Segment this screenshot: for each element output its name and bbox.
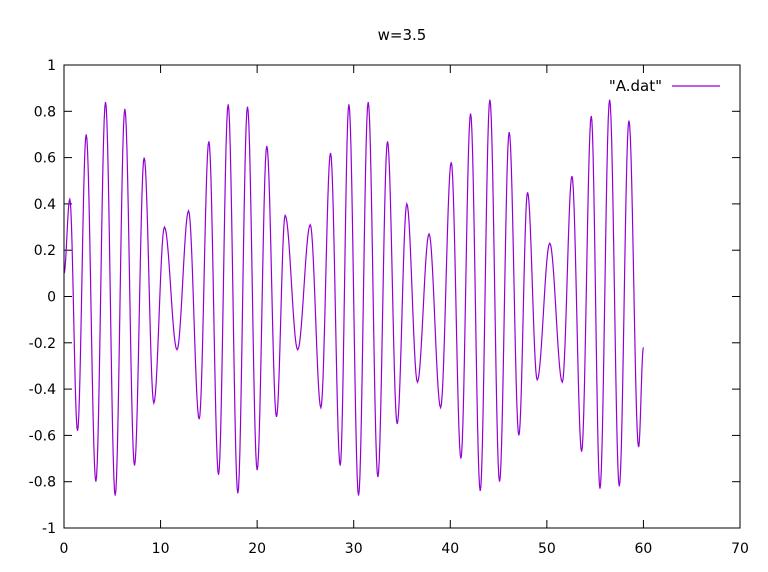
series-line-0 (63, 99, 645, 496)
x-tick-label: 20 (248, 541, 266, 557)
y-tick-label: -0.8 (29, 475, 56, 491)
plot-frame (63, 64, 741, 529)
x-tick-label: 50 (538, 541, 556, 557)
x-tick-label: 60 (635, 541, 653, 557)
x-tick-label: 40 (441, 541, 459, 557)
x-tick-label: 0 (60, 541, 69, 557)
y-tick-label: 0.8 (34, 104, 56, 120)
y-tick-label: 0.2 (34, 243, 56, 259)
y-tick-label: 0.4 (34, 197, 56, 213)
y-tick-label: 0.6 (34, 151, 56, 167)
y-tick-label: -1 (42, 521, 56, 537)
y-tick-label: -0.4 (29, 382, 56, 398)
y-tick-label: 0 (47, 290, 56, 306)
legend-label-a-dat: "A.dat" (609, 77, 662, 95)
x-tick-label: 70 (731, 541, 749, 557)
legend: "A.dat" (609, 77, 720, 95)
x-tick-labels: 0 10 20 30 40 50 60 70 (60, 541, 749, 557)
y-tick-labels: -1 -0.8 -0.6 -0.4 -0.2 0 0.2 0.4 0.6 0.8 1 (29, 58, 56, 537)
series-lines (63, 99, 645, 496)
y-tick-label: 1 (47, 58, 56, 74)
y-tick-label: -0.2 (29, 336, 56, 352)
x-tick-label: 10 (152, 541, 170, 557)
chart-title: w=3.5 (378, 26, 427, 44)
x-tick-label: 30 (345, 541, 363, 557)
y-tick-label: -0.6 (29, 428, 56, 444)
